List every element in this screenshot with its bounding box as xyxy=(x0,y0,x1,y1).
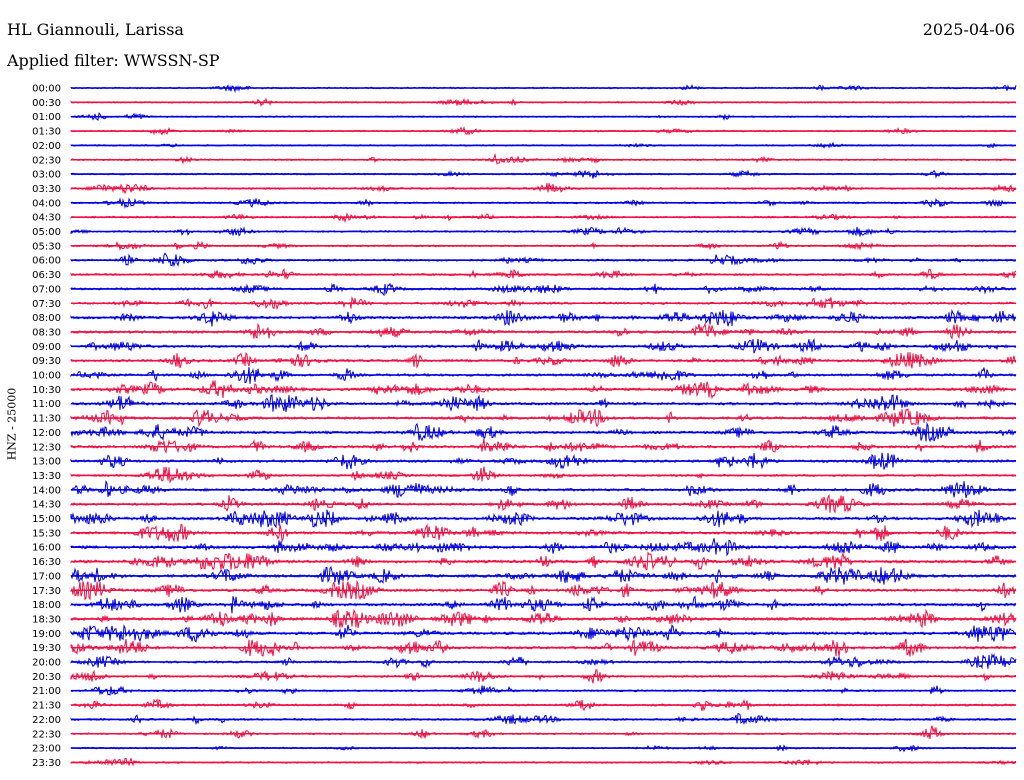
time-tick-label: 04:00 xyxy=(32,198,61,209)
time-tick-label: 15:00 xyxy=(32,514,61,525)
time-tick-label: 19:30 xyxy=(32,643,61,654)
time-tick-label: 21:00 xyxy=(32,686,61,697)
trace-line xyxy=(70,725,1017,740)
time-tick-label: 02:00 xyxy=(32,141,61,152)
time-tick-label: 20:00 xyxy=(32,658,61,669)
time-tick-label: 00:00 xyxy=(32,84,61,95)
time-tick-label: 09:00 xyxy=(32,342,61,353)
time-tick-label: 13:30 xyxy=(32,471,61,482)
time-tick-label: 06:30 xyxy=(32,270,61,281)
time-tick-label: 13:00 xyxy=(32,457,61,468)
time-tick-label: 03:00 xyxy=(32,170,61,181)
time-tick-label: 08:00 xyxy=(32,313,61,324)
time-tick-label: 22:00 xyxy=(32,715,61,726)
time-tick-label: 12:00 xyxy=(32,428,61,439)
time-tick-label: 18:30 xyxy=(32,614,61,625)
time-tick-label: 03:30 xyxy=(32,184,61,195)
time-tick-label: 16:00 xyxy=(32,543,61,554)
time-tick-label: 05:00 xyxy=(32,227,61,238)
trace-line xyxy=(70,566,1017,585)
time-tick-label: 15:30 xyxy=(32,528,61,539)
time-tick-label: 04:30 xyxy=(32,213,61,224)
trace-line xyxy=(70,438,1017,454)
time-tick-label: 23:00 xyxy=(32,744,61,755)
time-tick-label: 17:30 xyxy=(32,586,61,597)
time-tick-label: 05:30 xyxy=(32,241,61,252)
time-tick-label: 11:30 xyxy=(32,414,61,425)
time-tick-label: 12:30 xyxy=(32,442,61,453)
time-tick-label: 06:00 xyxy=(32,256,61,267)
time-tick-label: 10:30 xyxy=(32,385,61,396)
time-tick-label: 22:30 xyxy=(32,729,61,740)
filter-label: Applied filter: WWSSN-SP xyxy=(7,51,220,70)
time-tick-label: 09:30 xyxy=(32,356,61,367)
time-tick-label: 01:30 xyxy=(32,127,61,138)
trace-line xyxy=(70,624,1017,643)
time-tick-label: 16:30 xyxy=(32,557,61,568)
time-tick-label: 20:30 xyxy=(32,672,61,683)
time-tick-label: 18:00 xyxy=(32,600,61,611)
time-tick-label: 02:30 xyxy=(32,155,61,166)
date-label: 2025-04-06 xyxy=(922,20,1015,39)
time-tick-label: 14:30 xyxy=(32,500,61,511)
time-tick-label: 07:30 xyxy=(32,299,61,310)
time-tick-label: 17:00 xyxy=(32,571,61,582)
time-tick-label: 08:30 xyxy=(32,327,61,338)
time-tick-label: 00:30 xyxy=(32,98,61,109)
time-tick-label: 14:00 xyxy=(32,485,61,496)
time-tick-label: 10:00 xyxy=(32,371,61,382)
time-tick-label: 19:00 xyxy=(32,629,61,640)
time-tick-label: 01:00 xyxy=(32,112,61,123)
time-tick-label: 11:00 xyxy=(32,399,61,410)
time-tick-label: 23:30 xyxy=(32,758,61,769)
time-tick-label: 21:30 xyxy=(32,701,61,712)
station-title: HL Giannouli, Larissa xyxy=(7,20,184,39)
time-tick-label: 07:00 xyxy=(32,284,61,295)
